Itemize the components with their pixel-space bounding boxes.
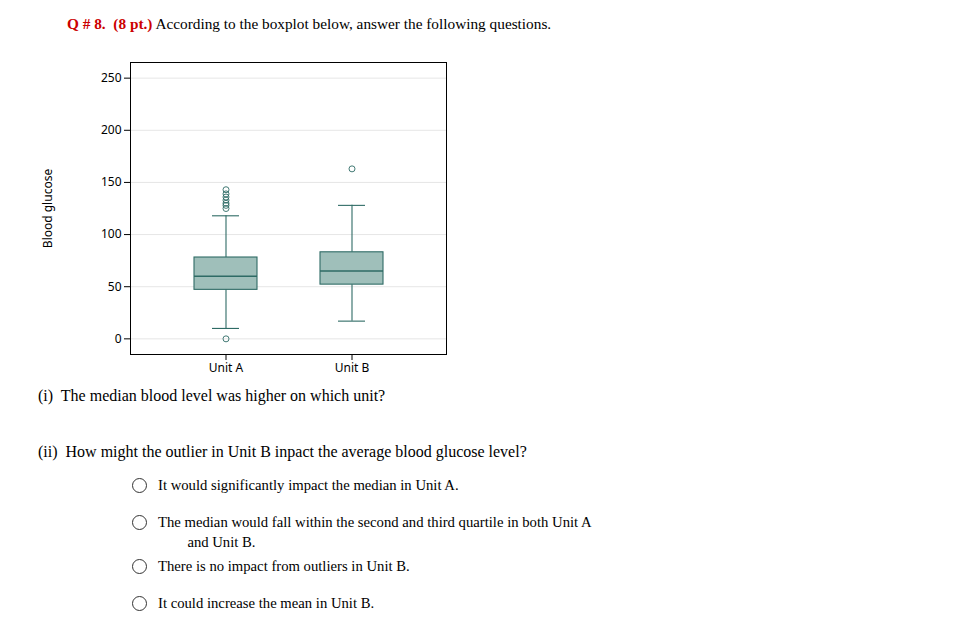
svg-text:200: 200 <box>101 121 122 138</box>
svg-text:50: 50 <box>108 278 122 295</box>
svg-text:Blood glucose: Blood glucose <box>40 169 56 249</box>
html-text:The median would fall within t: The median would fall within the second … <box>158 514 592 550</box>
svg-text:100: 100 <box>101 225 122 242</box>
html-text:Q # 8. (8 pt.) According to th: Q # 8. (8 pt.) According to the boxplot … <box>67 15 552 32</box>
svg-text:Unit B: Unit B <box>335 359 370 376</box>
html-text:(ii) How might the outlier in: (ii) How might the outlier in Unit B inp… <box>38 443 527 460</box>
svg-text:0: 0 <box>115 330 122 347</box>
html-text:(i) The median blood level was: (i) The median blood level was higher on… <box>38 387 386 404</box>
svg-text:250: 250 <box>101 69 122 86</box>
svg-text:Unit A: Unit A <box>209 359 244 376</box>
html-text:It could increase the mean in: It could increase the mean in Unit B. <box>158 595 375 611</box>
svg-text:150: 150 <box>101 173 122 190</box>
html-text:It would significantly impact: It would significantly impact the median… <box>158 477 459 493</box>
html-text:There is no impact from outlie: There is no impact from outliers in Unit… <box>158 558 410 574</box>
